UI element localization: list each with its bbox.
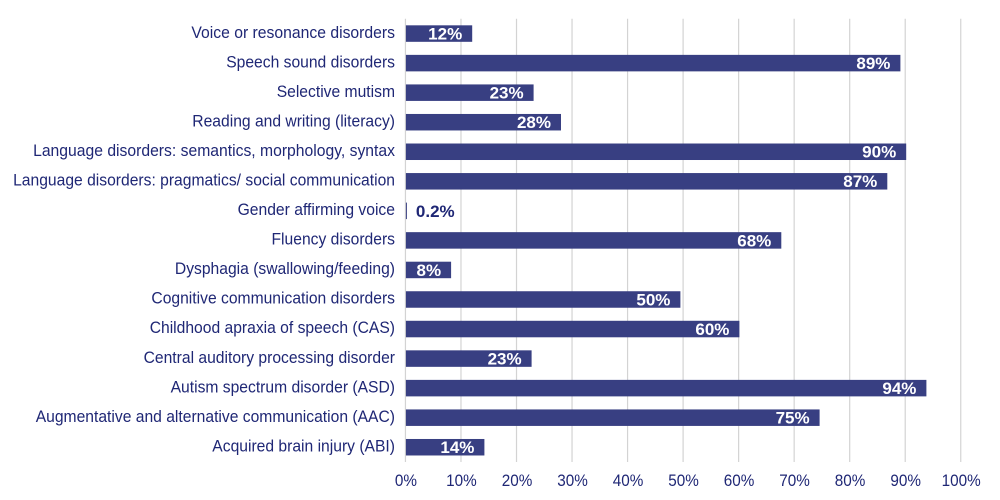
svg-text:50%: 50% bbox=[668, 472, 699, 490]
svg-text:87%: 87% bbox=[843, 172, 877, 191]
svg-text:89%: 89% bbox=[856, 54, 890, 73]
svg-text:90%: 90% bbox=[890, 472, 921, 490]
svg-text:Augmentative and alternative c: Augmentative and alternative communicati… bbox=[36, 407, 395, 426]
svg-text:0.2%: 0.2% bbox=[416, 202, 455, 221]
svg-text:68%: 68% bbox=[737, 231, 771, 250]
svg-text:94%: 94% bbox=[882, 379, 916, 398]
svg-text:Selective mutism: Selective mutism bbox=[277, 82, 395, 101]
svg-text:Language disorders: semantics,: Language disorders: semantics, morpholog… bbox=[33, 141, 395, 160]
svg-text:Language disorders: pragmatics: Language disorders: pragmatics/ social c… bbox=[13, 171, 395, 190]
svg-text:28%: 28% bbox=[517, 113, 551, 132]
svg-text:10%: 10% bbox=[446, 472, 477, 490]
svg-text:Fluency disorders: Fluency disorders bbox=[272, 230, 396, 249]
svg-text:50%: 50% bbox=[636, 290, 670, 309]
svg-text:80%: 80% bbox=[835, 472, 866, 490]
svg-text:Speech sound disorders: Speech sound disorders bbox=[226, 52, 395, 71]
svg-text:14%: 14% bbox=[440, 438, 474, 457]
svg-text:23%: 23% bbox=[488, 349, 522, 368]
svg-text:70%: 70% bbox=[779, 472, 810, 490]
svg-text:Reading and writing (literacy): Reading and writing (literacy) bbox=[192, 111, 395, 130]
svg-text:Gender affirming voice: Gender affirming voice bbox=[238, 200, 395, 219]
svg-text:Childhood apraxia of speech (C: Childhood apraxia of speech (CAS) bbox=[150, 318, 395, 337]
svg-text:0%: 0% bbox=[395, 472, 417, 490]
svg-text:8%: 8% bbox=[417, 261, 442, 280]
svg-text:Dysphagia (swallowing/feeding): Dysphagia (swallowing/feeding) bbox=[175, 259, 395, 278]
svg-text:40%: 40% bbox=[613, 472, 644, 490]
svg-text:Autism spectrum disorder (ASD): Autism spectrum disorder (ASD) bbox=[171, 377, 395, 396]
svg-text:12%: 12% bbox=[428, 24, 462, 43]
svg-text:Voice or resonance disorders: Voice or resonance disorders bbox=[191, 23, 395, 42]
svg-text:90%: 90% bbox=[862, 143, 896, 162]
svg-text:Acquired brain injury (ABI): Acquired brain injury (ABI) bbox=[212, 436, 395, 455]
svg-text:Central auditory processing di: Central auditory processing disorder bbox=[144, 348, 396, 367]
svg-text:100%: 100% bbox=[942, 472, 981, 490]
svg-text:30%: 30% bbox=[557, 472, 588, 490]
svg-text:60%: 60% bbox=[695, 320, 729, 339]
svg-text:75%: 75% bbox=[776, 409, 810, 428]
svg-text:60%: 60% bbox=[724, 472, 755, 490]
svg-text:Cognitive communication disord: Cognitive communication disorders bbox=[151, 289, 395, 308]
svg-text:20%: 20% bbox=[502, 472, 533, 490]
svg-text:23%: 23% bbox=[490, 84, 524, 103]
